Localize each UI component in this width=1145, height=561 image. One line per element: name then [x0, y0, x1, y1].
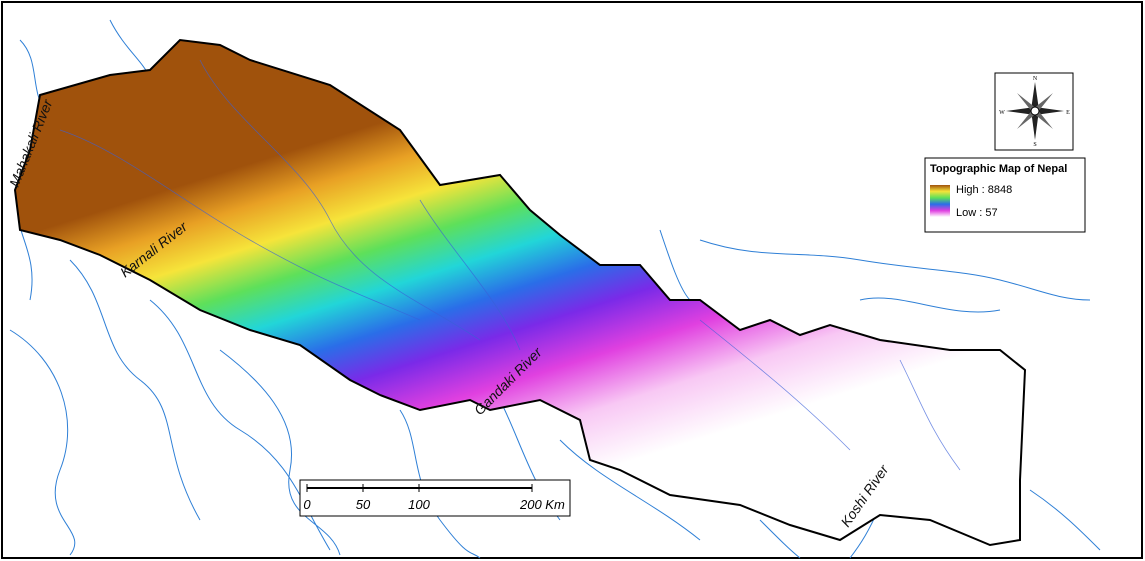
- legend: Topographic Map of Nepal High : 8848 Low…: [924, 157, 1086, 233]
- scale-label: 50: [356, 497, 371, 512]
- legend-low: Low : 57: [956, 207, 998, 219]
- legend-high: High : 8848: [956, 184, 1012, 196]
- scale-label: 100: [408, 497, 430, 512]
- compass-label: E: [1066, 110, 1070, 116]
- legend-title: Topographic Map of Nepal: [930, 163, 1067, 175]
- inner-rivers: [59, 59, 961, 471]
- compass-label: S: [1033, 142, 1036, 148]
- nepal-terrain: [13, 38, 1027, 547]
- compass: N E S W: [994, 72, 1074, 151]
- scale-bar: 0 50 100 200 Km: [299, 479, 571, 517]
- scale-label: 0: [303, 497, 311, 512]
- legend-ramp: [930, 185, 950, 217]
- compass-label: W: [999, 110, 1005, 116]
- scale-label: 200 Km: [519, 497, 565, 512]
- compass-label: N: [1033, 76, 1038, 82]
- rivers: [9, 19, 1101, 559]
